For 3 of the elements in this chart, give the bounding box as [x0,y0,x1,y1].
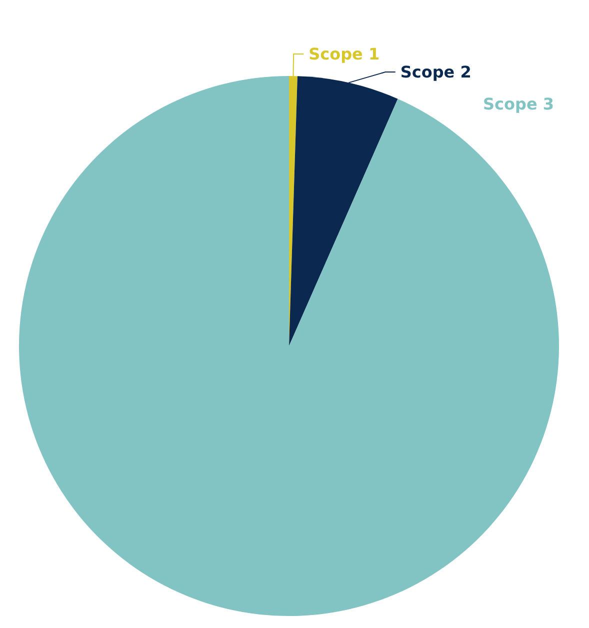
slice-label: Scope 1 [308,44,380,64]
slice-label: Scope 2 [400,62,472,82]
slice-label: Scope 3 [483,94,554,114]
